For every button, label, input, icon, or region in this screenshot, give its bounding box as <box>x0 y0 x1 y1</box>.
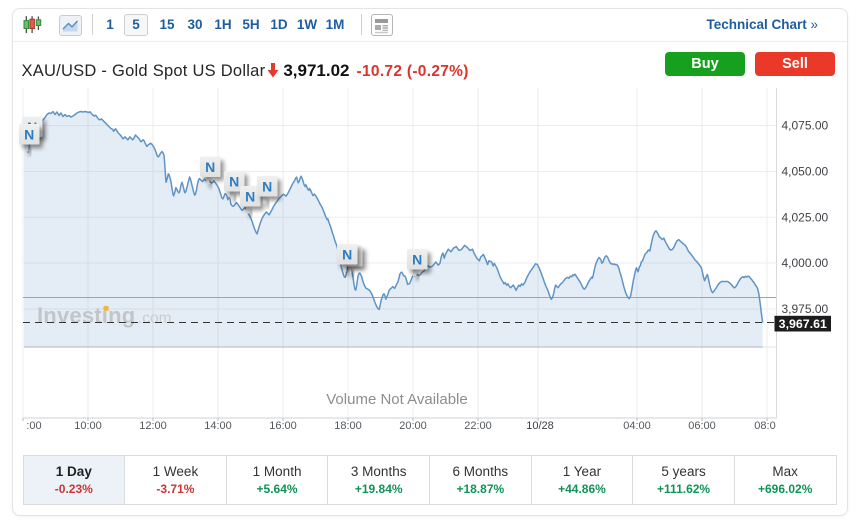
svg-text:4,075.00: 4,075.00 <box>782 119 829 133</box>
svg-text:14:00: 14:00 <box>204 420 232 432</box>
svg-text:20:00: 20:00 <box>399 420 427 432</box>
svg-text:16:00: 16:00 <box>269 420 297 432</box>
svg-text:10:00: 10:00 <box>74 420 102 432</box>
svg-text:3,967.61: 3,967.61 <box>779 317 827 331</box>
svg-text:10/28: 10/28 <box>526 420 554 432</box>
svg-text:18:00: 18:00 <box>334 420 362 432</box>
svg-text:.com: .com <box>138 310 172 327</box>
svg-text:N: N <box>229 173 239 189</box>
svg-text:12:00: 12:00 <box>139 420 167 432</box>
svg-text:08:0: 08:0 <box>754 420 775 432</box>
svg-text:22:00: 22:00 <box>464 420 492 432</box>
svg-text:4,000.00: 4,000.00 <box>782 256 829 270</box>
svg-text:06:00: 06:00 <box>688 420 716 432</box>
svg-text:4,050.00: 4,050.00 <box>782 165 829 179</box>
svg-text:04:00: 04:00 <box>623 420 651 432</box>
svg-text:4,025.00: 4,025.00 <box>782 210 829 224</box>
svg-text:Volume Not Available: Volume Not Available <box>326 391 467 408</box>
svg-text:N: N <box>262 178 272 194</box>
svg-text:3,975.00: 3,975.00 <box>782 302 829 316</box>
svg-text:N: N <box>412 251 422 267</box>
svg-text:N: N <box>245 188 255 204</box>
svg-text:N: N <box>205 159 215 175</box>
svg-text:Investing: Investing <box>37 303 135 328</box>
svg-text:N: N <box>342 246 352 262</box>
svg-text::00: :00 <box>26 420 41 432</box>
svg-text:N: N <box>24 126 34 142</box>
